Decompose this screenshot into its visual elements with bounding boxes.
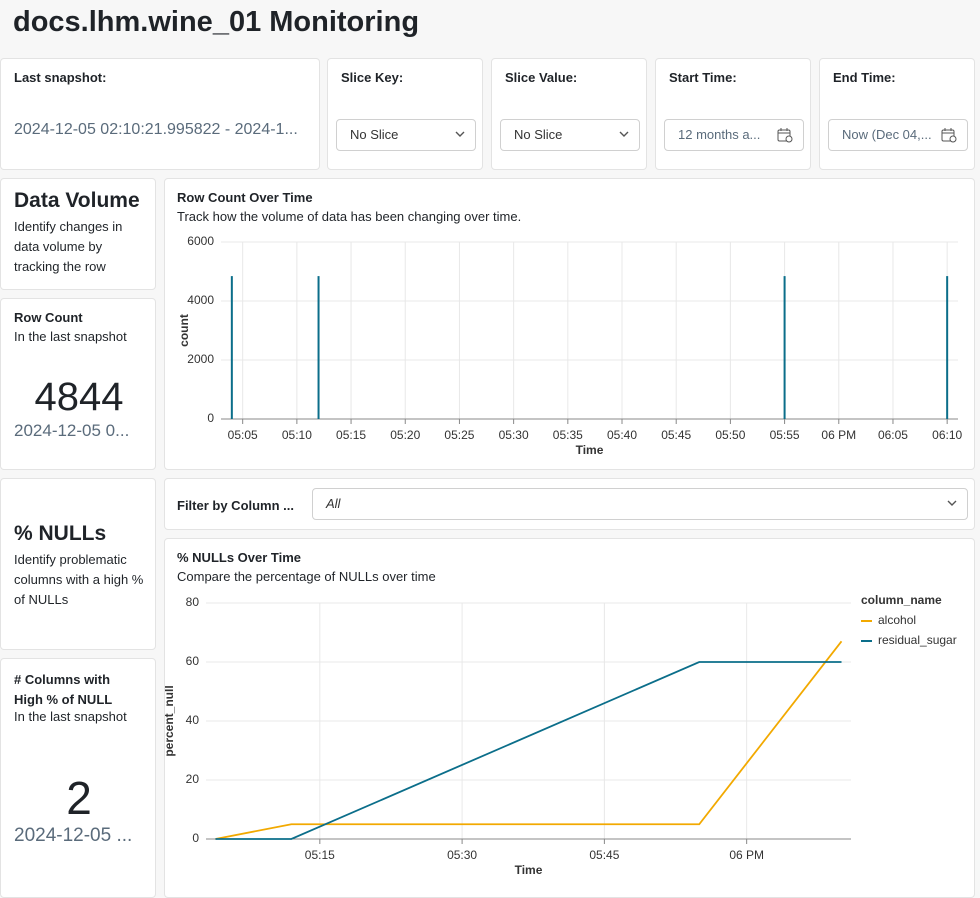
x-tick-label: 05:50 (715, 428, 745, 442)
x-tick-label: 06:10 (932, 428, 962, 442)
bar (231, 276, 233, 419)
null-columns-card: # Columns with High % of NULL In the las… (0, 658, 156, 898)
y-tick-label: 20 (186, 772, 200, 786)
metric-date: 2024-12-05 0... (14, 421, 129, 441)
x-tick-label: 05:25 (444, 428, 474, 442)
snapshot-value: 2024-12-05 02:10:21.995822 - 2024-1... (14, 121, 298, 139)
date-picker[interactable]: Now (Dec 04,... (828, 119, 968, 151)
y-tick-label: 4000 (187, 293, 214, 307)
metric-date: 2024-12-05 ... (14, 825, 132, 847)
label: Slice Value: (505, 70, 577, 85)
x-tick-label: 06 PM (821, 428, 856, 442)
chevron (947, 498, 957, 508)
dropdown[interactable]: No Slice (336, 119, 476, 151)
label: End Time: (833, 70, 896, 85)
metric-value: 4844 (1, 375, 156, 420)
x-tick-label: 05:30 (499, 428, 529, 442)
x-tick-label: 05:10 (282, 428, 312, 442)
chart: 0 20 40 60 80 05:15 05:30 05:45 06 PM Time percent… (165, 539, 975, 898)
card-title: Row Count (14, 310, 83, 325)
label: Slice Key: (341, 70, 403, 85)
section-title: % NULLs (14, 522, 106, 546)
row-count-chart-card: Row Count Over Time Track how the volume… (164, 178, 975, 470)
card-subtitle: In the last snapshot (14, 327, 127, 347)
x-tick-label: 05:45 (661, 428, 691, 442)
bar (784, 276, 786, 419)
y-tick-label: 0 (192, 831, 199, 845)
snapshot-card: Last snapshot: 2024-12-05 02:10:21.99582… (0, 58, 320, 170)
end-time-card: End Time: Now (Dec 04,... (819, 58, 975, 170)
line-series (215, 641, 841, 839)
start-time-card: Start Time: 12 months a... (655, 58, 811, 170)
slice-value-card: Slice Value: No Slice (491, 58, 647, 170)
label: Filter by Column ... (177, 498, 294, 513)
legend-title: column_name (861, 593, 942, 607)
dropdown-value: All (326, 496, 340, 511)
line-series (215, 662, 841, 839)
nulls-chart-card: % NULLs Over Time Compare the percentage… (164, 538, 975, 898)
x-tick-label: 05:05 (228, 428, 258, 442)
y-tick-label: 6000 (187, 234, 214, 248)
column-filter-card: Filter by Column ... All (164, 478, 975, 530)
y-axis-label: percent_null (165, 685, 176, 756)
section-description: Identify problematic columns with a high… (14, 550, 144, 610)
y-tick-label: 2000 (187, 352, 214, 366)
card-subtitle: In the last snapshot (14, 707, 127, 727)
card-title: # Columns with High % of NULL (14, 670, 134, 710)
dropdown-value: No Slice (350, 127, 398, 142)
legend-label: alcohol (878, 613, 916, 627)
label: Start Time: (669, 70, 737, 85)
x-tick-label: 05:20 (390, 428, 420, 442)
row-count-card: Row Count In the last snapshot 4844 2024… (0, 298, 156, 470)
chevron (619, 129, 629, 139)
nulls-card: % NULLs Identify problematic columns wit… (0, 478, 156, 650)
slice-key-card: Slice Key: No Slice (327, 58, 483, 170)
y-tick-label: 80 (186, 595, 200, 609)
y-tick-label: 60 (186, 654, 200, 668)
x-tick-label: 06 PM (729, 848, 764, 862)
y-tick-label: 0 (207, 411, 214, 425)
section-title: Data Volume (14, 189, 140, 213)
x-tick-label: 05:55 (770, 428, 800, 442)
dropdown[interactable]: All (312, 488, 968, 520)
x-tick-label: 06:05 (878, 428, 908, 442)
calendar-icon (777, 127, 793, 143)
calendar-icon (941, 127, 957, 143)
date-value: 12 months a... (678, 127, 760, 142)
data-volume-card: Data Volume Identify changes in data vol… (0, 178, 156, 290)
metric-value: 2 (1, 771, 156, 825)
y-axis-label: count (177, 314, 191, 347)
y-tick-label: 40 (186, 713, 200, 727)
x-tick-label: 05:40 (607, 428, 637, 442)
x-tick-label: 05:35 (553, 428, 583, 442)
chevron (455, 129, 465, 139)
x-tick-label: 05:45 (589, 848, 619, 862)
date-picker[interactable]: 12 months a... (664, 119, 804, 151)
dropdown-value: No Slice (514, 127, 562, 142)
label: Last snapshot: (14, 70, 106, 85)
x-axis-label: Time (515, 863, 543, 877)
x-axis-label: Time (576, 443, 604, 457)
x-tick-label: 05:15 (305, 848, 335, 862)
section-description: Identify changes in data volume by track… (14, 217, 144, 279)
x-tick-label: 05:15 (336, 428, 366, 442)
x-tick-label: 05:30 (447, 848, 477, 862)
bar (318, 276, 320, 419)
bar (946, 276, 948, 419)
page-title: docs.lhm.wine_01 Monitoring (13, 6, 419, 39)
legend-label: residual_sugar (878, 633, 957, 647)
chart: 0 2000 4000 6000 05:05 05:10 05:15 05:20 05:25 05… (165, 179, 975, 470)
dropdown[interactable]: No Slice (500, 119, 640, 151)
date-value: Now (Dec 04,... (842, 127, 932, 142)
